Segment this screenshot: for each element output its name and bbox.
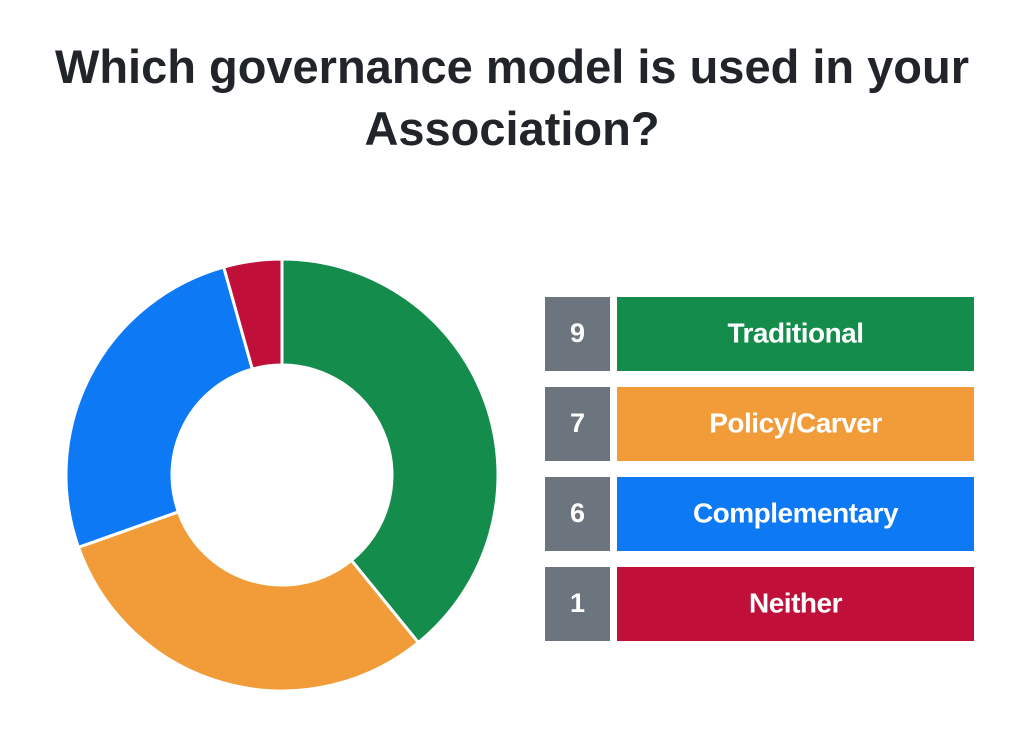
legend-count: 7 xyxy=(570,408,585,438)
legend-count: 6 xyxy=(570,498,585,528)
legend-count-box xyxy=(545,387,610,461)
legend-count-box xyxy=(545,477,610,551)
legend-swatch xyxy=(617,477,974,551)
donut-slice xyxy=(64,265,255,550)
legend-count: 9 xyxy=(570,318,585,348)
legend-label: Policy/Carver xyxy=(709,407,882,438)
legend-label: Neither xyxy=(749,587,843,618)
legend-label: Traditional xyxy=(727,317,863,348)
legend-swatch xyxy=(617,567,974,641)
donut-slice xyxy=(280,257,500,645)
donut-slice xyxy=(221,257,284,371)
legend-label: Complementary xyxy=(693,497,899,528)
legend-count: 1 xyxy=(570,588,585,618)
legend-count-box xyxy=(545,567,610,641)
chart-title: Which governance model is used in your A… xyxy=(54,40,970,155)
legend-swatch xyxy=(617,387,974,461)
legend-count-box xyxy=(545,297,610,371)
donut-slice xyxy=(76,509,421,693)
legend-swatch xyxy=(617,297,974,371)
